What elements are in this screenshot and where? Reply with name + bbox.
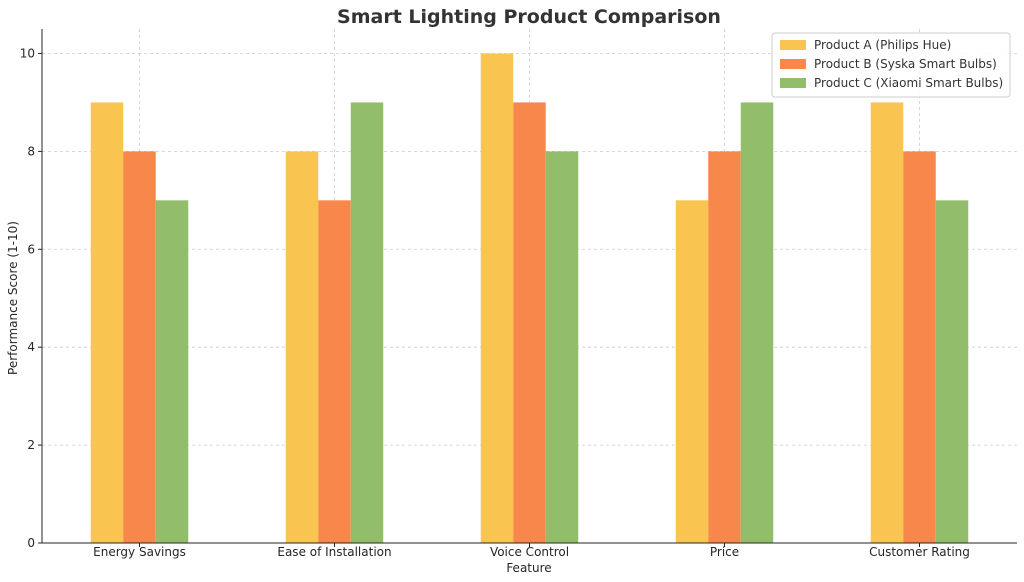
legend-box: [771, 32, 1011, 98]
bar-series-2-category-2: [318, 200, 351, 544]
y-axis-label: Performance Score (1-10): [6, 221, 20, 375]
chart-title: Smart Lighting Product Comparison: [337, 6, 721, 28]
bar-series-3-category-3: [545, 151, 579, 543]
x-tick-label: Price: [710, 545, 739, 559]
bar-series-3-category-2: [350, 102, 384, 543]
legend-swatch: [780, 40, 806, 50]
legend-label: Product B (Syska Smart Bulbs): [814, 57, 997, 71]
bar-series-2-category-3: [513, 102, 546, 543]
x-tick-label: Ease of Installation: [277, 545, 391, 559]
bar-series-1-category-3: [480, 53, 514, 543]
legend-swatch: [780, 59, 806, 69]
ticks: 0 2 4 6 8 10 Energy Savings Ease of Installatio…: [20, 46, 970, 559]
bar-series-1-category-5: [870, 102, 904, 543]
legend-label: Product A (Philips Hue): [814, 38, 951, 52]
x-axis-label: Feature: [506, 561, 551, 575]
x-tick-label: Voice Control: [490, 545, 569, 559]
bar-series-1-category-2: [285, 151, 319, 543]
y-tick-label: 2: [27, 438, 35, 452]
bar-series-2-category-4: [708, 151, 741, 543]
legend-label: Product C (Xiaomi Smart Bulbs): [814, 76, 1003, 90]
y-tick-label: 8: [27, 144, 35, 158]
legend-swatch: [780, 78, 806, 88]
bar-series-3-category-4: [740, 102, 774, 543]
bar-series-1-category-1: [90, 102, 124, 543]
bar-series-2-category-5: [903, 151, 936, 543]
x-tick-label: Energy Savings: [93, 545, 186, 559]
bar-series-1-category-4: [675, 200, 709, 544]
bar-series-3-category-1: [155, 200, 189, 544]
bar-series-3-category-5: [935, 200, 969, 544]
legend: Product A (Philips Hue) Product B (Syska …: [771, 32, 1011, 98]
x-tick-label: Customer Rating: [869, 545, 970, 559]
y-tick-label: 4: [27, 340, 35, 354]
bar-series-2-category-1: [123, 151, 156, 543]
y-tick-label: 10: [20, 46, 35, 60]
bars: [90, 53, 969, 544]
y-tick-label: 0: [27, 536, 35, 550]
y-tick-label: 6: [27, 242, 35, 256]
